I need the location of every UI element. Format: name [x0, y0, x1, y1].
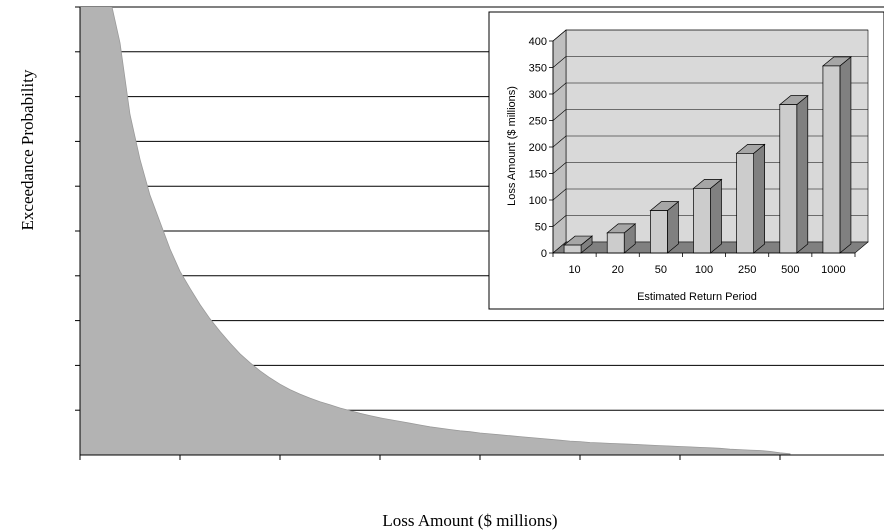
inset-y-tick-label: 350 [529, 63, 547, 75]
inset-y-tick-label: 0 [541, 248, 547, 260]
inset-gridline-side [552, 56, 567, 68]
inset-y-tick-label: 250 [529, 116, 547, 128]
inset-x-tick-label: 250 [738, 264, 756, 276]
inset-x-axis-label: Estimated Return Period [637, 291, 757, 303]
inset-x-tick-label: 1000 [821, 264, 845, 276]
inset-gridline-side [552, 135, 567, 148]
exceedance-area [80, 7, 791, 455]
inset-y-tick-label: 50 [535, 222, 547, 234]
inset-gridline-side [552, 29, 567, 42]
inset-bar [778, 94, 809, 254]
inset-x-tick-label: 10 [568, 264, 580, 276]
inset-y-tick-label: 400 [529, 36, 547, 48]
inset-gridline-side [552, 162, 567, 174]
x-axis-label: Loss Amount ($ millions) [382, 511, 557, 530]
inset-gridline-side [552, 82, 567, 95]
y-axis-label: Exceedance Probability [18, 69, 37, 230]
inset-x-tick-label: 500 [781, 264, 799, 276]
inset-y-tick-label: 100 [529, 195, 547, 207]
inset-y-axis-label: Loss Amount ($ millions) [506, 86, 518, 206]
inset-x-ticks: 10 20 50 100 250 500 1000 [552, 253, 856, 276]
inset-bar [735, 143, 766, 254]
inset-grid [552, 29, 868, 227]
inset-gridline-side [552, 188, 567, 201]
inset-bar [692, 178, 723, 254]
inset-y-tick-label: 300 [529, 89, 547, 101]
inset-y-ticks: 0 50 100 150 200 250 300 350 400 [529, 36, 855, 260]
inset-gridline-side [552, 109, 567, 121]
inset-y-tick-label: 150 [529, 169, 547, 181]
inset-x-tick-label: 50 [655, 264, 667, 276]
inset-chart: 0 50 100 150 200 250 300 350 400 10 20 50 100 250 500… [488, 11, 884, 310]
inset-bar [649, 200, 680, 254]
inset-gridline-side [552, 215, 567, 227]
main-axes [79, 7, 884, 460]
inset-y-tick-label: 200 [529, 142, 547, 154]
inset-bars [563, 56, 852, 254]
inset-bar [821, 56, 852, 254]
inset-x-tick-label: 20 [612, 264, 624, 276]
inset-bar [606, 223, 637, 254]
inset-x-tick-label: 100 [695, 264, 713, 276]
